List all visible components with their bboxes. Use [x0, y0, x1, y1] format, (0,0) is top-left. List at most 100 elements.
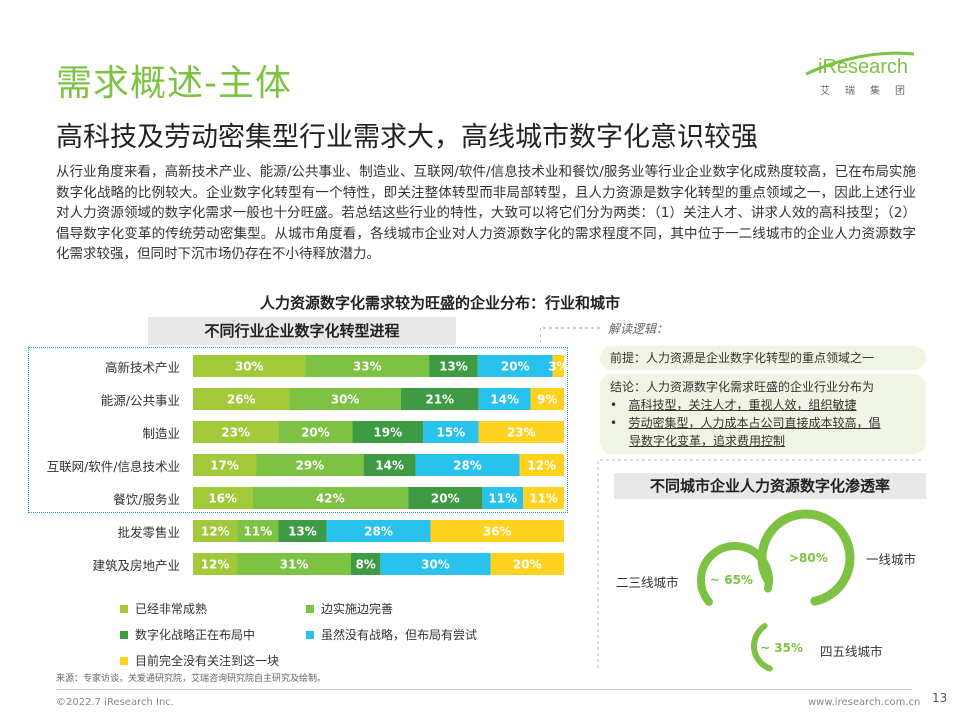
- legend-item: 虽然没有战略，但布局有尝试: [306, 626, 477, 643]
- bar-data-label: 21%: [425, 393, 454, 407]
- category-label: 互联网/软件/信息技术业: [46, 459, 180, 474]
- bar-data-label: 30%: [331, 393, 360, 407]
- bar-segment: [289, 388, 401, 410]
- legend-label: 数字化战略正在布局中: [135, 628, 256, 642]
- bar-data-label: 3%: [548, 360, 568, 374]
- bar-data-label: 36%: [483, 525, 512, 539]
- bar-data-label: 11%: [529, 492, 558, 506]
- bar-data-label: 30%: [235, 360, 264, 374]
- page-title: 需求概述-主体: [56, 63, 292, 104]
- bullet-1-text: 高科技型，关注人才，重视人效，组织敏捷: [628, 398, 857, 412]
- bar-data-label: 14%: [490, 393, 519, 407]
- bar-segment: [408, 487, 483, 509]
- bar-segment: [193, 520, 238, 542]
- bar-segment: [482, 487, 524, 509]
- footer-copyright: ©2022.7 iResearch Inc.: [56, 697, 174, 708]
- bullet-2-text-line2: 导数字化变革，追求费用控制: [629, 434, 786, 448]
- bar-data-label: 11%: [488, 492, 517, 506]
- bar-segment: [350, 553, 381, 575]
- bar-segment: [237, 520, 279, 542]
- bar-data-label: 12%: [201, 558, 230, 572]
- bar-chart-svg: 30% 33% 13% 20% 3% 26% 30% 21% 14% 9% 23% 20% 19% 15%…: [193, 355, 568, 575]
- bar-data-label: 30%: [421, 558, 450, 572]
- main-heading: 人力资源数字化需求较为旺盛的企业分布：行业和城市: [260, 294, 621, 312]
- bar-segment: [237, 553, 351, 575]
- bar-data-label: 28%: [364, 525, 393, 539]
- logo-text: iResearch: [818, 56, 909, 78]
- conclusion-title: 结论：人力资源数字化需求旺盛的企业行业分布为: [610, 380, 875, 394]
- legend-label: 已经非常成熟: [135, 602, 208, 616]
- bar-segment: [490, 553, 564, 575]
- legend-label: 虽然没有战略，但布局有尝试: [321, 628, 478, 642]
- bar-data-label: 11%: [244, 525, 273, 539]
- bar-segment: [478, 388, 531, 410]
- bar-segment: [523, 487, 564, 509]
- bar-data-label: 12%: [201, 525, 230, 539]
- city-chart-title: 不同城市企业人力资源数字化渗透率: [614, 473, 926, 499]
- bar-data-label: 14%: [375, 459, 404, 473]
- bar-segment: [380, 553, 491, 575]
- category-label: 能源/公共事业: [100, 393, 180, 408]
- bar-segment: [193, 553, 238, 575]
- bar-data-label: 23%: [221, 426, 250, 440]
- bar-segment: [193, 421, 279, 443]
- page-subtitle: 高科技及劳动密集型行业需求大，高线城市数字化意识较强: [56, 122, 758, 153]
- bar-data-label: 28%: [453, 459, 482, 473]
- legend-label: 边实施边完善: [321, 602, 394, 616]
- footer-url[interactable]: www.iresearch.com.cn: [808, 697, 921, 708]
- city-value-label: >80%: [789, 551, 828, 565]
- legend-label: 目前完全没有关注到这一块: [135, 654, 280, 668]
- bar-data-label: 9%: [537, 393, 557, 407]
- bar-data-label: 16%: [208, 492, 237, 506]
- legend-item: 边实施边完善: [306, 600, 393, 617]
- bar-segment: [193, 355, 306, 377]
- city-value-label: ~ 65%: [710, 573, 753, 587]
- bar-data-label: 12%: [527, 459, 556, 473]
- bar-data-label: 13%: [439, 360, 468, 374]
- bar-data-label: 33%: [353, 360, 382, 374]
- category-label: 餐饮/服务业: [113, 492, 180, 507]
- bar-segment: [363, 454, 416, 476]
- industry-bar-chart: 高新技术产业 能源/公共事业 制造业 互联网/软件/信息技术业 餐饮/服务业 批发零售业建…: [46, 355, 568, 575]
- bar-segment: [256, 454, 364, 476]
- logo-subtext: 艾瑞集团: [820, 86, 920, 97]
- city-category-label: 一线城市: [866, 552, 917, 567]
- source-note: 来源：专家访谈，关爱通研究院，艾瑞咨询研究院自主研究及绘制。: [56, 674, 327, 684]
- conclusion-panel: 结论：人力资源数字化需求旺盛的企业行业分布为 • 高科技型，关注人才，重视人效，…: [600, 374, 926, 454]
- bar-data-label: 31%: [280, 558, 309, 572]
- category-label: 制造业: [142, 426, 180, 441]
- bar-segment: [519, 454, 564, 476]
- legend-swatch: [120, 630, 128, 639]
- connector-line: [540, 327, 600, 343]
- bar-data-label: 42%: [316, 492, 345, 506]
- intro-paragraph: 从行业角度来看，高新技术产业、能源/公共事业、制造业、互联网/软件/信息技术业和…: [56, 164, 916, 262]
- conclusion-bullet-2: • 劳动密集型，人力成本占公司直接成本较高，倡: [610, 416, 881, 430]
- bar-data-label: 17%: [210, 459, 239, 473]
- legend-swatch: [120, 656, 128, 665]
- bar-data-label: 23%: [507, 426, 536, 440]
- legend-swatch: [306, 604, 314, 613]
- city-ring: [697, 542, 774, 618]
- bar-segment: [429, 355, 478, 377]
- bar-data-label: 20%: [301, 426, 330, 440]
- bar-segment: [352, 421, 424, 443]
- industry-chart-title: 不同行业企业数字化转型进程: [148, 317, 456, 345]
- legend-item: 已经非常成熟: [120, 600, 207, 617]
- bullet-2-text-line1: 劳动密集型，人力成本占公司直接成本较高，倡: [628, 416, 881, 430]
- legend-item: 目前完全没有关注到这一块: [120, 652, 279, 669]
- bar-segment: [415, 454, 520, 476]
- footer-divider: [56, 689, 912, 690]
- bar-data-label: 20%: [431, 492, 460, 506]
- category-label: 建筑及房地产业: [92, 558, 180, 573]
- conclusion-bullet-1: • 高科技型，关注人才，重视人效，组织敏捷: [610, 398, 857, 412]
- logic-label: 解读逻辑：: [608, 322, 669, 336]
- city-category-label: 四五线城市: [820, 644, 883, 659]
- legend-swatch: [306, 630, 314, 639]
- bar-segment: [477, 355, 553, 377]
- bar-segment: [530, 388, 564, 410]
- bar-segment: [430, 520, 564, 542]
- bar-data-label: 19%: [373, 426, 402, 440]
- legend-swatch: [120, 604, 128, 613]
- bar-data-label: 13%: [288, 525, 317, 539]
- bar-segment: [278, 421, 353, 443]
